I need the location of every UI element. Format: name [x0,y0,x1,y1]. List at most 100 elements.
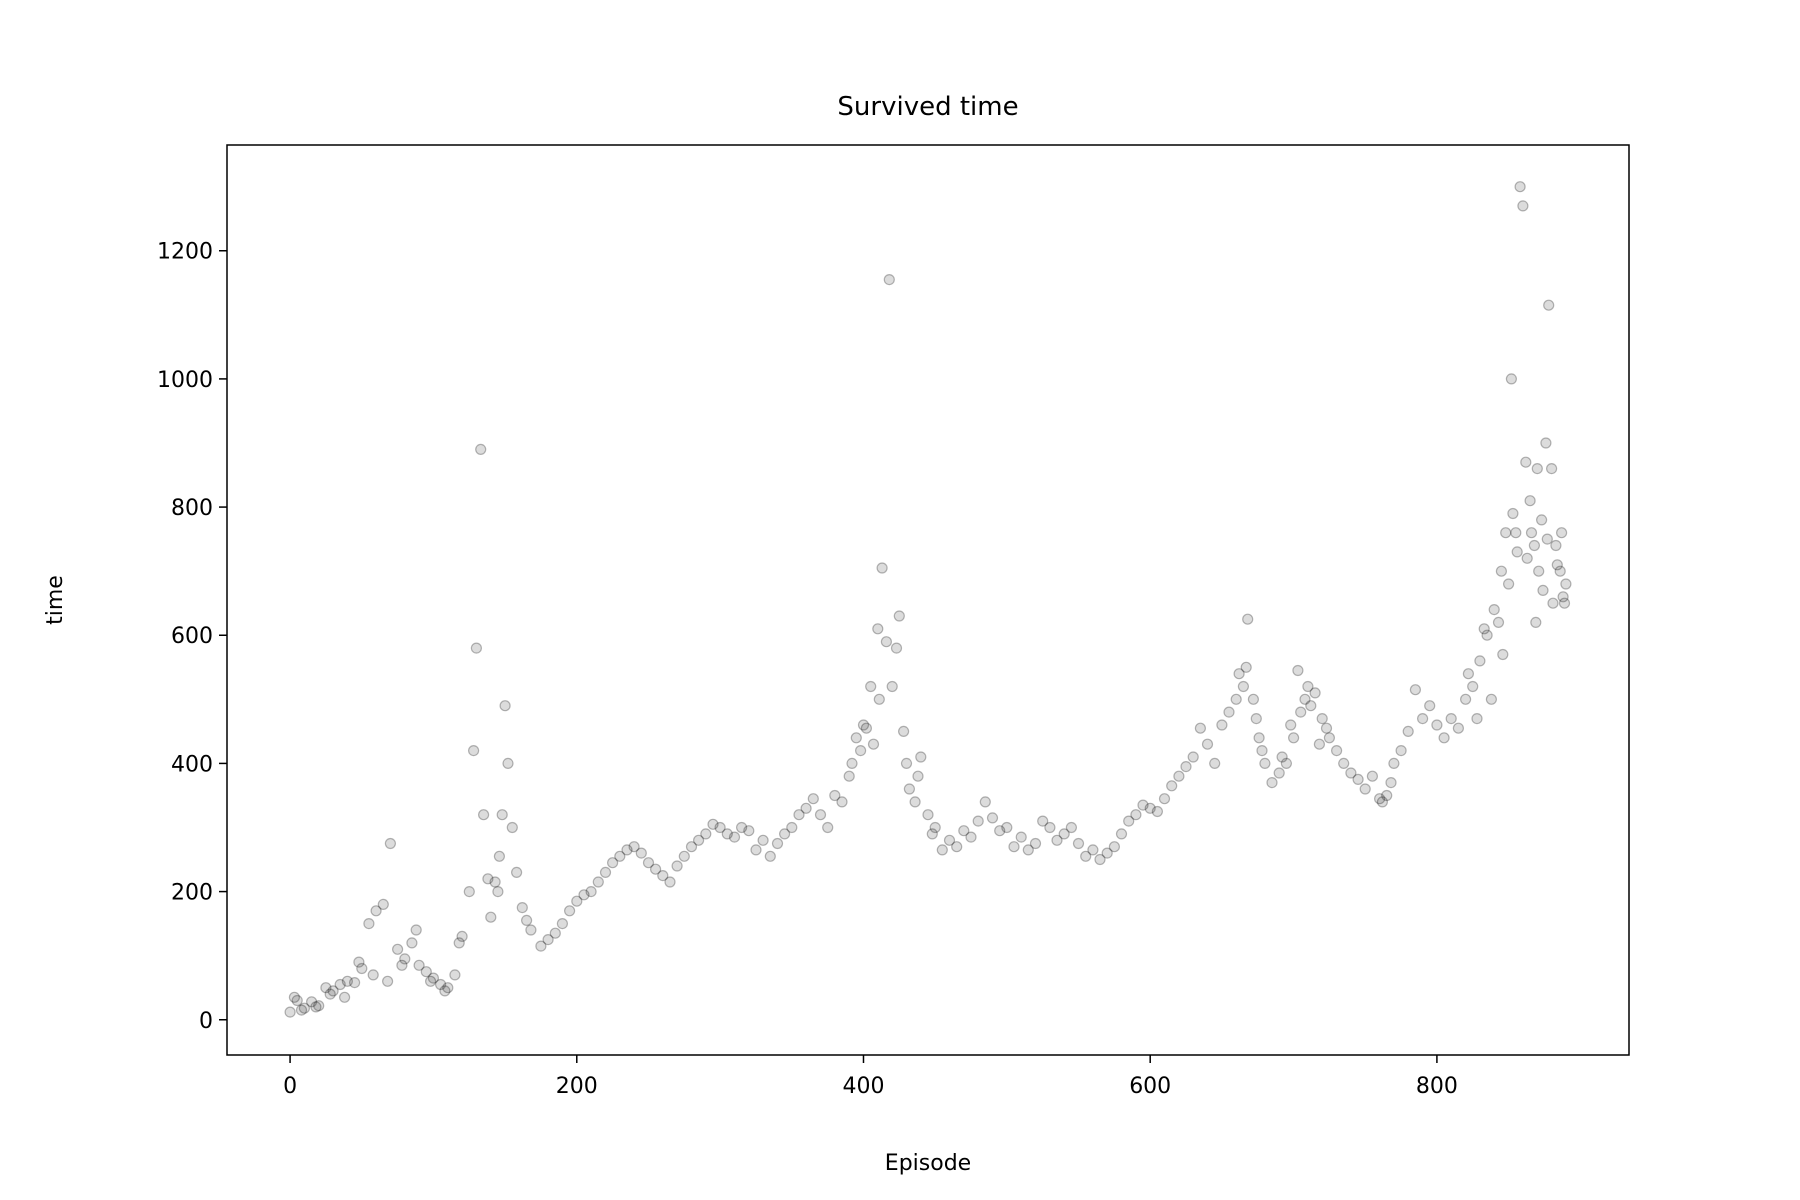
data-point [535,940,547,952]
data-point [563,905,576,917]
data-point [585,885,597,898]
data-point [1478,623,1490,635]
data-point [1065,821,1078,834]
y-axis-label: time [43,575,68,625]
data-point [1256,744,1268,757]
data-point [1366,770,1379,782]
data-point [1381,789,1393,802]
data-point [341,975,353,987]
data-point [1158,793,1171,805]
data-point [1502,578,1515,590]
data-point [867,738,880,750]
data-point [324,988,336,1000]
data-point [958,825,970,837]
data-point [621,844,633,856]
data-point [492,885,504,898]
data-point [1520,456,1532,468]
data-point [1080,850,1092,862]
data-point [320,982,332,994]
data-point [1474,655,1486,667]
plot-frame [226,144,1630,1056]
data-point [1359,783,1371,795]
data-point [1488,603,1500,616]
data-point [1402,725,1414,738]
data-point [1302,680,1314,693]
y-tick-label: 0 [199,1009,213,1034]
data-point [1560,578,1572,590]
data-point [1280,757,1293,770]
data-point [1123,815,1135,827]
data-point [829,789,841,802]
data-point [873,693,885,705]
data-point [456,930,468,943]
data-point [1273,767,1285,779]
data-point [1309,687,1321,699]
data-point [1201,738,1214,750]
data-point [1543,299,1555,311]
data-point [413,959,425,971]
data-point [571,895,583,907]
data-point [1555,527,1568,539]
data-point [489,876,501,888]
data-point [1313,738,1326,750]
data-point [1240,661,1252,673]
data-point [1524,495,1536,507]
chart-title: Survived time [837,92,1018,122]
data-point [926,828,938,840]
data-point [1008,841,1020,853]
data-point [339,991,351,1003]
x-tick-label: 800 [1416,1074,1458,1099]
data-point [556,917,569,930]
data-point [685,841,698,853]
data-point [890,642,903,654]
data-point [671,860,683,872]
data-point [860,722,873,734]
data-point [929,821,941,834]
data-point [439,985,451,997]
data-point [496,809,508,821]
data-point [1237,680,1250,693]
data-point [678,850,690,862]
data-point [692,834,705,846]
data-point [714,821,726,834]
data-point [936,844,948,856]
data-point [728,831,741,843]
data-point [807,793,819,805]
data-point [876,562,888,574]
data-point [972,815,984,827]
data-point [1115,828,1128,840]
data-point [1247,693,1260,705]
data-point [399,953,411,965]
data-point [1101,847,1113,859]
data-point [542,933,554,946]
data-point [420,966,432,978]
data-point [306,996,318,1008]
data-point [288,991,300,1003]
data-point [1058,828,1070,840]
data-point [903,783,916,795]
data-point [1295,706,1307,718]
data-point [793,809,805,821]
data-point [291,994,303,1007]
data-point [628,841,640,853]
data-point [1462,668,1475,680]
data-point [897,725,910,738]
data-point [1505,373,1518,385]
data-point [525,924,537,936]
data-point [965,831,977,843]
data-point [1144,802,1156,814]
data-point [453,937,465,949]
data-point [425,975,437,987]
data-point [854,744,867,757]
x-tick-label: 400 [842,1074,884,1099]
data-point [396,959,408,971]
data-point [757,834,769,846]
data-point [836,796,848,808]
data-point [485,911,497,923]
data-point [883,274,895,286]
data-point [1330,744,1343,757]
data-point [410,924,422,936]
data-point [771,837,784,850]
data-point [367,969,379,981]
data-point [1253,732,1265,744]
